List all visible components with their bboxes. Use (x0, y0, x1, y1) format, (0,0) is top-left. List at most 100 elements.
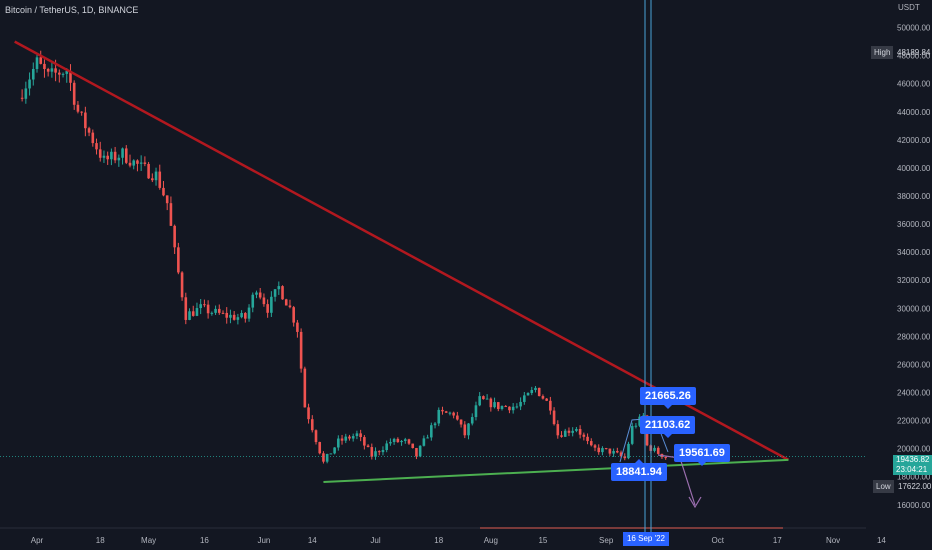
y-tick-label: 50000.00 (897, 24, 931, 33)
price-axis-background (866, 0, 932, 528)
candle-body (232, 314, 236, 320)
candle-body (247, 307, 251, 319)
candle-body (560, 435, 563, 437)
candle-body (545, 398, 548, 401)
y-tick-label: 48000.00 (897, 52, 931, 61)
candle-body (597, 447, 601, 453)
candle-body (229, 314, 232, 318)
candle-body (191, 311, 195, 316)
candle-body (589, 441, 593, 446)
x-tick-label: Jul (370, 536, 380, 545)
candle-body (80, 111, 83, 113)
candle-body (58, 72, 61, 75)
candle-body (214, 308, 217, 313)
y-tick-label: 20000.00 (897, 445, 931, 454)
x-tick-label: Apr (31, 536, 44, 545)
y-tick-label: 38000.00 (897, 192, 931, 201)
candle-body (470, 417, 474, 424)
candle-body (273, 289, 277, 297)
candle-body (195, 308, 199, 316)
candle-body (188, 311, 191, 320)
high-label: High (871, 46, 894, 59)
candle-body (340, 438, 344, 441)
annotation-21103[interactable]: 21103.62 (640, 416, 696, 438)
x-tick-label: Nov (826, 536, 840, 545)
candle-body (504, 406, 508, 408)
candle-body (582, 434, 586, 437)
candle-body (370, 447, 374, 457)
candle-body (310, 419, 314, 431)
candle-body (177, 247, 180, 273)
candle-body (210, 312, 214, 314)
y-tick-label: 44000.00 (897, 108, 931, 117)
support-trend-line (323, 458, 789, 483)
candle-body (552, 410, 556, 425)
candle-body (199, 304, 202, 309)
x-tick-label: 14 (877, 536, 886, 545)
candle-body (593, 445, 597, 448)
candle-body (217, 308, 221, 313)
candle-body (523, 395, 526, 402)
price-axis[interactable]: 16000.00 18000.00 20000.00 22000.00 24000.00… (866, 0, 932, 528)
candle-body (385, 443, 388, 451)
candle-body (203, 304, 206, 306)
candle-body (318, 442, 322, 454)
candle-body (441, 409, 444, 412)
y-tick-label: 16000.00 (897, 501, 931, 510)
candle-body (20, 97, 24, 99)
candle-body (571, 430, 574, 433)
candle-body (225, 312, 229, 318)
x-tick-label: Sep (599, 536, 614, 545)
candle-body (437, 409, 441, 424)
candle-body (98, 149, 102, 158)
candle-body (511, 406, 515, 411)
candle-body (348, 436, 351, 439)
candle-body (474, 405, 478, 418)
candle-body (638, 416, 641, 426)
cursor-date-badge: 16 Sep '22 (623, 532, 669, 546)
candle-body (623, 456, 627, 459)
y-tick-label: 30000.00 (897, 304, 931, 313)
x-tick-label: Aug (484, 536, 498, 545)
candle-body (266, 304, 269, 313)
y-tick-label: 24000.00 (897, 388, 931, 397)
low-value: 17622.00 (898, 482, 932, 491)
candle-body (608, 448, 612, 454)
candle-body (206, 304, 210, 314)
candle-body (344, 436, 348, 441)
annotation-18841[interactable]: 18841.94 (611, 459, 667, 481)
candle-body (165, 195, 169, 204)
y-tick-label: 32000.00 (897, 276, 931, 285)
candle-body (396, 438, 400, 443)
candle-body (403, 439, 407, 441)
candle-body (418, 445, 422, 457)
candle-body (619, 452, 623, 457)
candle-body (277, 286, 281, 290)
annotation-21665[interactable]: 21665.26 (640, 387, 696, 409)
candle-body (143, 162, 147, 164)
candle-body (467, 423, 470, 436)
candle-body (601, 448, 604, 453)
currency-label: USDT (898, 3, 920, 12)
current-price-badge: 19436.82 (893, 455, 932, 465)
x-tick-label: 18 (96, 536, 105, 545)
annotation-19561[interactable]: 19561.69 (674, 444, 730, 466)
candle-body (333, 447, 336, 454)
candle-countdown: 23:04:21 (893, 465, 932, 475)
candle-body (31, 68, 35, 80)
candle-body (526, 393, 530, 396)
candle-body (292, 307, 295, 323)
x-tick-label: May (141, 536, 156, 545)
candle-body (389, 442, 392, 444)
chart-title: Bitcoin / TetherUS, 1D, BINANCE (5, 5, 139, 15)
candle-body (426, 437, 429, 439)
candle-body (244, 313, 247, 319)
candle-body (508, 406, 511, 411)
candle-body (117, 157, 121, 161)
candle-body (69, 70, 72, 83)
forecast-arrow-head (688, 496, 702, 509)
y-tick-label: 42000.00 (897, 136, 931, 145)
candle-body (84, 112, 87, 129)
x-tick-label: Jun (257, 536, 270, 545)
